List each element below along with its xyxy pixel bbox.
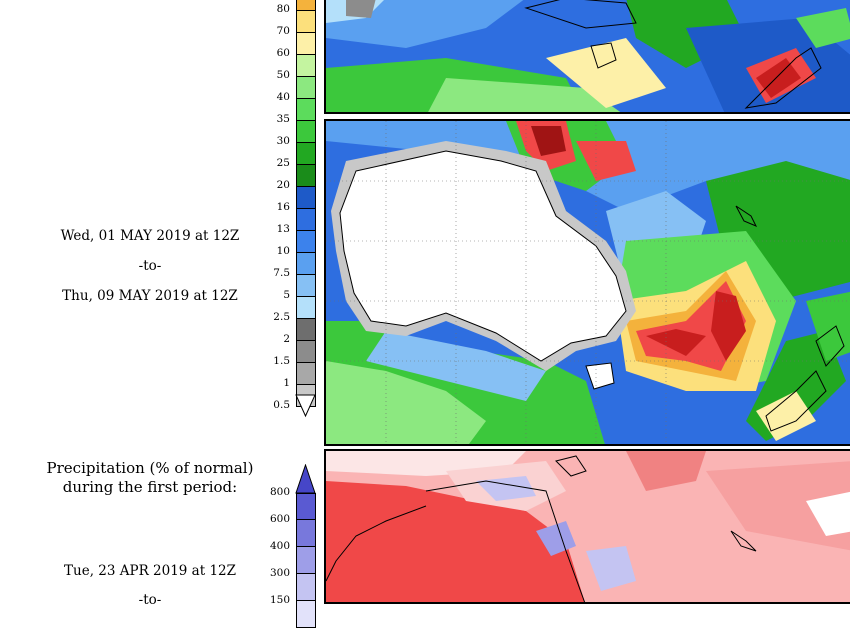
precip-colorbar-band	[296, 33, 316, 55]
period2-end-label: Thu, 09 MAY 2019 at 12Z	[62, 288, 238, 304]
precip-colorbar-band	[296, 11, 316, 33]
pct-colorbar-band	[296, 574, 316, 601]
precip-colorbar-label: 0.5	[273, 399, 290, 411]
precip-colorbar-band	[296, 253, 316, 275]
precip-colorbar-label: 1	[283, 377, 290, 389]
precip-colorbar-label: 50	[276, 69, 290, 81]
precip-colorbar-label: 70	[276, 25, 290, 37]
pct-colorbar-label: 150	[269, 594, 290, 606]
precip-colorbar-band	[296, 55, 316, 77]
precip-colorbar-band	[296, 165, 316, 187]
precip-colorbar-band	[296, 77, 316, 99]
precip-colorbar-band	[296, 363, 316, 385]
precip-colorbar-band	[296, 0, 316, 11]
period1-separator: -to-	[138, 592, 162, 608]
precip-colorbar-band	[296, 209, 316, 231]
map-panel-bottom	[324, 449, 850, 604]
precip-colorbar-band	[296, 275, 316, 297]
precip-colorbar-label: 10	[276, 245, 290, 257]
precip-colorbar-band	[296, 231, 316, 253]
colorbar-min-arrow	[295, 394, 316, 418]
precip-colorbar-label: 25	[276, 157, 290, 169]
precip-colorbar-label: 2.5	[273, 311, 290, 323]
precip-colorbar-label: 5	[283, 289, 290, 301]
period2-separator: -to-	[138, 258, 162, 274]
pct-title-line2: during the first period:	[62, 478, 238, 496]
precip-colorbar-label: 1.5	[273, 355, 290, 367]
precip-colorbar-label: 16	[276, 201, 290, 213]
precip-colorbar-label: 30	[276, 135, 290, 147]
pct-colorbar-label: 400	[269, 540, 290, 552]
precip-colorbar-label: 80	[276, 3, 290, 15]
precip-colorbar-label: 35	[276, 113, 290, 125]
precip-colorbar-band	[296, 121, 316, 143]
pct-colorbar-band	[296, 493, 316, 520]
precip-colorbar-band	[296, 297, 316, 319]
pct-colorbar-band	[296, 520, 316, 547]
precip-colorbar-band	[296, 319, 316, 341]
colorbar-max-arrow	[295, 464, 316, 494]
precip-colorbar-band	[296, 187, 316, 209]
map-panel-top	[324, 0, 850, 114]
precip-colorbar-label: 40	[276, 91, 290, 103]
period1-start-label: Tue, 23 APR 2019 at 12Z	[64, 563, 236, 579]
pct-colorbar-label: 300	[269, 567, 290, 579]
pct-title-line1: Precipitation (% of normal)	[46, 459, 254, 477]
precip-colorbar-label: 60	[276, 47, 290, 59]
precip-colorbar-label: 2	[283, 333, 290, 345]
period2-start-label: Wed, 01 MAY 2019 at 12Z	[60, 228, 240, 244]
map-panel-middle	[324, 119, 850, 446]
precip-colorbar-band	[296, 341, 316, 363]
pct-colorbar-label: 800	[269, 486, 290, 498]
precip-colorbar-band	[296, 99, 316, 121]
precip-colorbar-label: 7.5	[273, 267, 290, 279]
pct-colorbar-band	[296, 601, 316, 628]
precip-colorbar-label: 13	[276, 223, 290, 235]
pct-colorbar-band	[296, 547, 316, 574]
precip-colorbar-band	[296, 143, 316, 165]
pct-colorbar-label: 600	[269, 513, 290, 525]
precip-colorbar-label: 20	[276, 179, 290, 191]
